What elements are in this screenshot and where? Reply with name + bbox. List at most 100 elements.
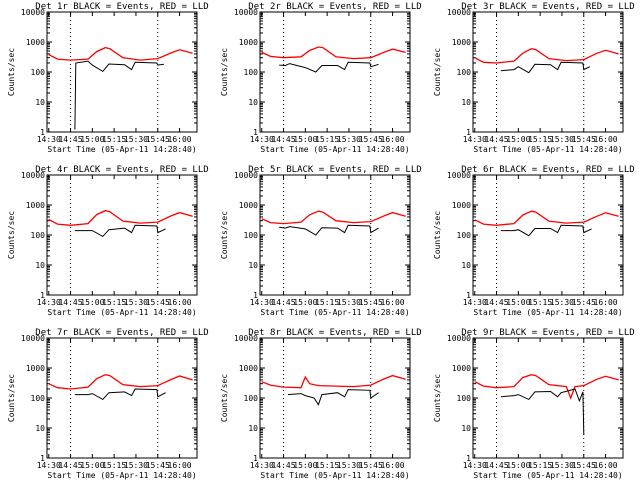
x-tick-label: 16:00: [381, 298, 405, 307]
x-axis-label: Start Time (05-Apr-11 14:28:40): [473, 471, 622, 480]
plot-frame: [46, 337, 198, 459]
x-tick-label: 15:30: [337, 461, 361, 470]
y-tick-label: 100: [457, 68, 472, 77]
x-tick-label: 15:45: [146, 461, 170, 470]
x-tick-label: 15:15: [102, 298, 126, 307]
plot-frame: [259, 174, 411, 296]
y-tick-label: 100: [457, 394, 472, 403]
x-axis-label: Start Time (05-Apr-11 14:28:40): [473, 308, 622, 317]
y-axis-label: Counts/sec: [7, 374, 16, 422]
lld-series-line: [474, 374, 619, 400]
chart-title: Det 8r BLACK = Events, RED = LLD: [248, 328, 421, 338]
chart-panel-9: Det 9r BLACK = Events, RED = LLD 14:3014:…: [433, 328, 635, 480]
x-tick-label: 15:15: [315, 135, 339, 144]
x-axis-label: Start Time (05-Apr-11 14:28:40): [260, 471, 409, 480]
y-tick-label: 100: [31, 231, 46, 240]
lld-series-line: [261, 210, 406, 225]
x-tick-label: 15:30: [337, 298, 361, 307]
x-tick-label: 15:15: [315, 461, 339, 470]
x-axis-label: Start Time (05-Apr-11 14:28:40): [47, 308, 196, 317]
x-tick-label: 14:45: [58, 461, 82, 470]
chart-title: Det 9r BLACK = Events, RED = LLD: [461, 328, 634, 338]
y-axis-label: Counts/sec: [433, 48, 442, 96]
y-tick-label: 10: [248, 98, 258, 107]
x-tick-label: 16:00: [168, 298, 192, 307]
y-tick-label: 1000: [452, 364, 471, 373]
x-tick-label: 15:45: [146, 298, 170, 307]
chart-panel-3: Det 3r BLACK = Events, RED = LLD 14:3014:…: [433, 2, 635, 154]
events-series-line: [279, 61, 379, 73]
y-tick-label: 10: [461, 424, 471, 433]
x-tick-label: 15:00: [506, 461, 530, 470]
plot-frame: [46, 174, 198, 296]
y-tick-label: 100: [31, 68, 46, 77]
x-tick-label: 14:30: [250, 298, 274, 307]
x-tick-label: 16:00: [594, 461, 618, 470]
lld-series-line: [48, 46, 193, 61]
x-tick-label: 15:45: [359, 298, 383, 307]
y-tick-label: 10000: [21, 171, 45, 180]
y-tick-label: 1000: [26, 201, 45, 210]
x-tick-label: 15:15: [528, 298, 552, 307]
x-tick-label: 16:00: [168, 135, 192, 144]
chart-panel-4: Det 4r BLACK = Events, RED = LLD 14:3014:…: [7, 165, 209, 317]
plot-frame: [259, 337, 411, 459]
x-tick-label: 15:00: [293, 135, 317, 144]
x-axis-label: Start Time (05-Apr-11 14:28:40): [47, 471, 196, 480]
y-tick-label: 10: [461, 261, 471, 270]
y-tick-label: 10000: [21, 334, 45, 343]
x-tick-label: 16:00: [594, 298, 618, 307]
chart-panel-7: Det 7r BLACK = Events, RED = LLD 14:3014:…: [7, 328, 209, 480]
lld-series-line: [261, 46, 406, 60]
x-tick-label: 15:30: [124, 461, 148, 470]
x-tick-label: 14:30: [250, 135, 274, 144]
y-tick-label: 1000: [452, 201, 471, 210]
x-tick-label: 15:45: [572, 135, 596, 144]
chart-panel-5: Det 5r BLACK = Events, RED = LLD 14:3014:…: [220, 165, 422, 317]
y-tick-label: 1: [253, 454, 258, 463]
y-axis-label: Counts/sec: [433, 374, 442, 422]
chart-title: Det 5r BLACK = Events, RED = LLD: [248, 165, 421, 175]
events-series-line: [500, 224, 592, 237]
x-tick-label: 14:45: [271, 135, 295, 144]
y-tick-label: 10: [248, 261, 258, 270]
x-tick-label: 15:15: [315, 298, 339, 307]
events-series-line: [287, 389, 379, 406]
x-tick-label: 15:45: [572, 461, 596, 470]
chart-panel-2: Det 2r BLACK = Events, RED = LLD 14:3014:…: [220, 2, 422, 154]
plot-frame: [259, 11, 411, 133]
plot-frame: [46, 11, 198, 133]
lld-series-line: [474, 48, 619, 64]
y-axis-label: Counts/sec: [220, 211, 229, 259]
x-tick-label: 15:00: [80, 461, 104, 470]
y-axis-label: Counts/sec: [7, 211, 16, 259]
chart-title: Det 3r BLACK = Events, RED = LLD: [461, 2, 634, 12]
y-tick-label: 1000: [239, 38, 258, 47]
y-tick-label: 100: [244, 394, 259, 403]
x-tick-label: 14:30: [463, 461, 487, 470]
x-tick-label: 15:30: [124, 135, 148, 144]
x-tick-label: 14:45: [58, 135, 82, 144]
y-tick-label: 1: [253, 128, 258, 137]
chart-title: Det 1r BLACK = Events, RED = LLD: [35, 2, 208, 12]
x-tick-label: 16:00: [381, 135, 405, 144]
y-tick-label: 10000: [234, 171, 258, 180]
y-tick-label: 1: [40, 128, 45, 137]
x-tick-label: 14:45: [484, 135, 508, 144]
x-tick-label: 15:30: [550, 135, 574, 144]
y-tick-label: 1000: [26, 364, 45, 373]
y-axis-label: Counts/sec: [220, 48, 229, 96]
y-axis-label: Counts/sec: [433, 211, 442, 259]
x-tick-label: 14:45: [484, 298, 508, 307]
x-tick-label: 14:30: [463, 298, 487, 307]
x-axis-label: Start Time (05-Apr-11 14:28:40): [260, 145, 409, 154]
x-axis-label: Start Time (05-Apr-11 14:28:40): [47, 145, 196, 154]
x-tick-label: 14:30: [37, 298, 61, 307]
plot-frame: [472, 11, 624, 133]
chart-panel-1: Det 1r BLACK = Events, RED = LLD 14:3014:…: [7, 2, 209, 154]
y-tick-label: 100: [31, 394, 46, 403]
x-tick-label: 15:15: [102, 461, 126, 470]
x-tick-label: 15:45: [572, 298, 596, 307]
x-tick-label: 15:30: [337, 135, 361, 144]
y-tick-label: 10: [35, 261, 45, 270]
